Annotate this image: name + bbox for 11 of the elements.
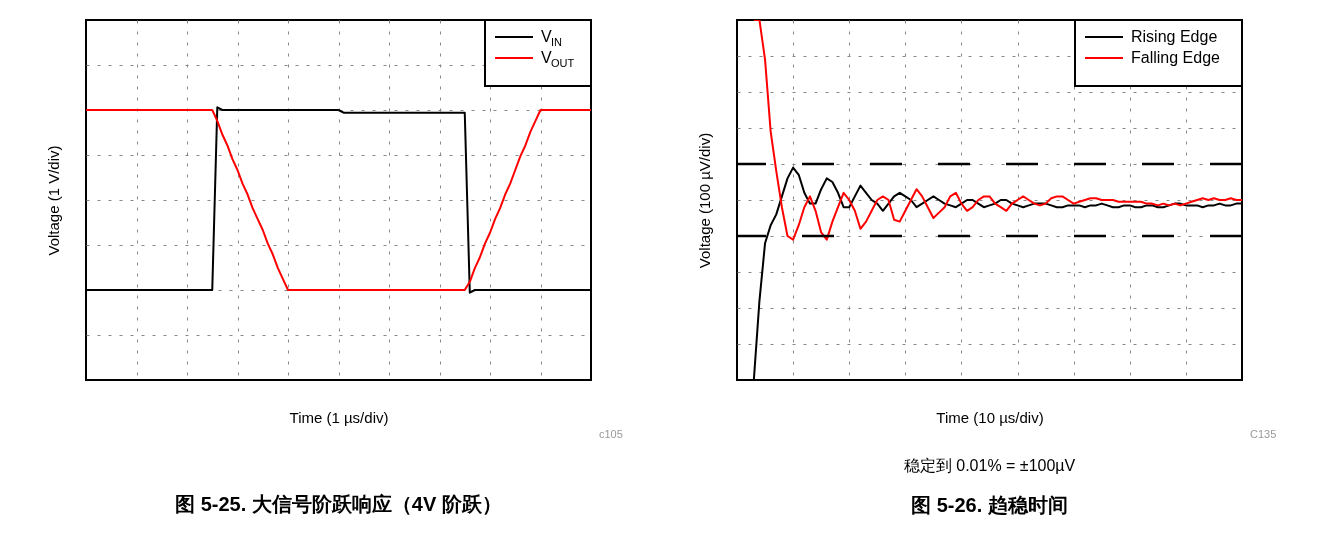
text: 图 5-26. 趋稳时间 <box>911 494 1068 516</box>
text: C135 <box>1250 428 1277 440</box>
x-axis-title: Time (1 µs/div) <box>289 408 389 426</box>
x-axis-title: Time (10 µs/div) <box>936 408 1044 426</box>
legend-label: Rising Edge <box>1131 28 1218 45</box>
y-axis-title: Voltage (100 µV/div) <box>695 132 713 269</box>
text: 稳定到 0.01% = ±100µV <box>903 457 1076 474</box>
legend-label: Falling Edge <box>1131 49 1221 66</box>
text: c105 <box>599 428 623 440</box>
text: 图 5-25. 大信号阶跃响应（4V 阶跃） <box>175 493 502 515</box>
y-axis-title: Voltage (1 V/div) <box>44 145 62 256</box>
